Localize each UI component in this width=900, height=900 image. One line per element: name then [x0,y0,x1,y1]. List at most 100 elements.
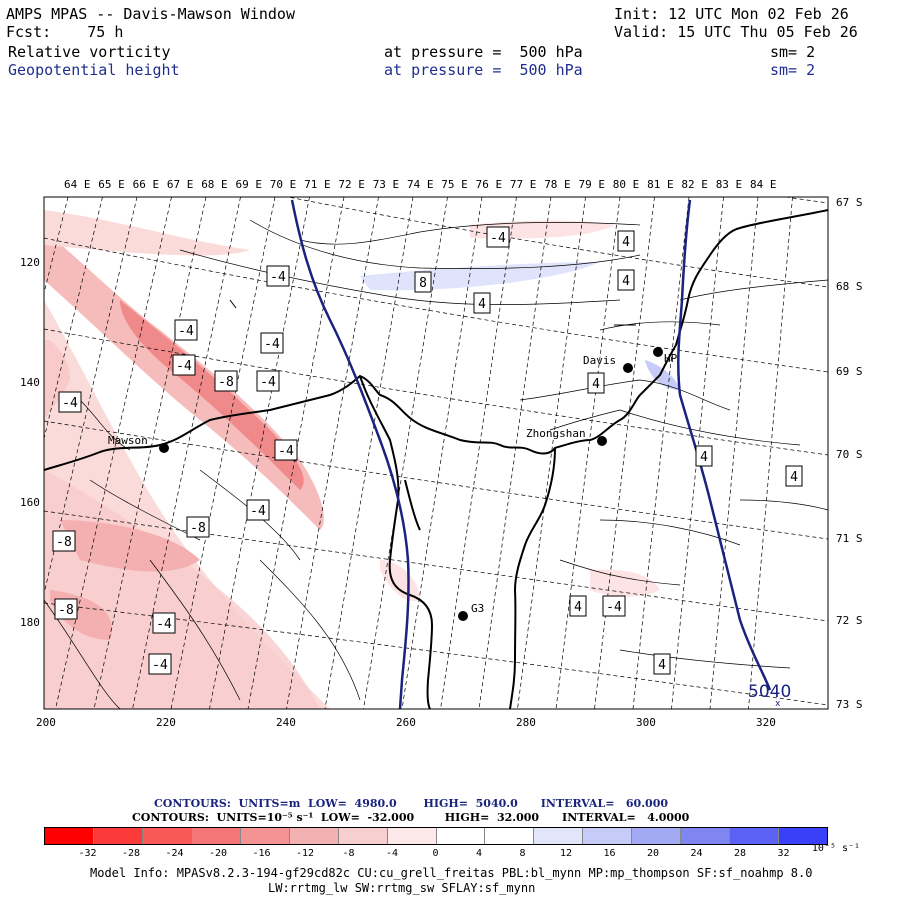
colorbar-swatch [191,828,241,844]
colorbar-tick-label: 4 [475,848,483,859]
colorbar-tick-label: -28 [121,848,141,859]
longitude-label: 65 E [98,178,125,191]
contour-label-text: -4 [270,270,286,285]
contour-label-box [569,595,587,617]
field1-smoothing: sm= 2 [770,43,816,61]
colorbar-tick-label: 0 [432,848,439,859]
longitude-label: 76 E [475,178,503,191]
contour-label-text: -4 [156,617,172,632]
contour-label-box [52,530,76,552]
contour-label-box [486,226,510,248]
contour-label-text: 4 [658,658,666,673]
colorbar-swatch [436,828,486,844]
colorbar-swatch [289,828,339,844]
contour-label-text: -4 [606,600,622,615]
parallel-line [286,197,828,288]
contour-label-text: 4 [574,600,582,615]
colorbar-tick-label: -24 [165,848,184,859]
longitude-label: 64 E [64,178,91,191]
contour-label-box [653,653,671,675]
contour-label-text: -8 [218,375,234,390]
contour-label-text: 4 [622,274,630,289]
colorbar-swatch [387,828,437,844]
contour-label-box [695,445,713,467]
contour-label-box [473,292,491,314]
colorbar-swatch [681,828,731,844]
contour-label-box [58,391,82,413]
x-tick-label: 320 [756,716,776,729]
x-tick-label: 280 [516,716,536,729]
colorbar-tick-label: -32 [78,848,97,859]
contour-label-text: 4 [622,235,630,250]
x-tick-label: 260 [396,716,416,729]
stations: Mawson Davis Zhongshan G3 HP [108,347,678,621]
y-tick-label: 160 [20,496,40,509]
station-label-hp: HP [664,352,678,365]
station-marker-g3 [458,611,468,621]
x-tick-label: 200 [36,716,56,729]
station-label-davis: Davis [583,354,616,367]
station-label-g3: G3 [471,602,484,615]
contour-label-box [260,332,284,354]
meridian-line [709,197,759,709]
contour-label-box [214,370,238,392]
colorbar-tick-label: 16 [603,848,616,859]
contour-label-box [785,465,803,487]
meridian-line [55,197,172,709]
valid-time: Valid: 15 UTC Thu 05 Feb 26 [614,23,858,41]
colorbar-units: 10⁻⁵ s⁻¹ [811,843,861,854]
contour-label-box [246,499,270,521]
colorbar-swatch [485,828,535,844]
contour-label-box [256,370,280,392]
colorbar-tick-label: -8 [342,848,355,859]
colorbar-swatch [534,828,584,844]
map-frame [43,196,829,710]
meridian-line [44,197,69,295]
colorbar-swatch [583,828,633,844]
parallel-line [783,197,828,204]
longitude-label: 83 E [715,178,743,191]
contour-label-text: -4 [490,231,506,246]
colorbar-tick-label: 28 [733,848,747,859]
colorbar-swatch [730,828,780,844]
forecast-hour: Fcst: 75 h [6,23,124,41]
contour-label-text: -4 [176,359,192,374]
latitude-label: 70 S [836,448,863,461]
parallel-line [44,328,828,456]
latitude-label: 71 S [836,532,863,545]
field1-name: Relative vorticity [8,43,171,61]
meridian-line [44,197,103,441]
latitude-label: 73 S [836,698,863,711]
colorbar-swatch [93,828,143,844]
colorbar-tick-label: 32 [777,848,790,859]
contour-label-box [266,265,290,287]
contour-label-text: 4 [790,470,798,485]
meridian-line [555,197,621,709]
meridian-line [93,197,207,709]
height-contour-marker: x [775,699,781,709]
parallel-line [44,602,828,706]
longitude-label: 70 E [269,178,297,191]
colorbar-swatch [338,828,388,844]
colorbar-tick-label: 12 [559,848,573,859]
y-tick-label: 140 [20,376,40,389]
longitude-label: 66 E [132,178,160,191]
longitude-label: 80 E [612,178,640,191]
field2-level: at pressure = 500 hPa [384,61,583,79]
plot-title: AMPS MPAS -- Davis-Mawson Window [6,5,295,23]
longitude-label: 73 E [372,178,400,191]
contour-label-box [54,598,78,620]
parallel-line [44,237,828,373]
colorbar-swatch [45,828,94,844]
contour-label-text: -4 [250,504,266,519]
longitude-label: 68 E [201,178,228,191]
meridian-line [478,197,552,709]
colorbar-swatch [240,828,290,844]
vorticity-contour-info: CONTOURS: UNITS=10⁻⁵ s⁻¹ LOW= -32.000 HI… [132,811,690,824]
longitude-label: 77 E [509,178,537,191]
meridian-line [440,197,517,709]
longitude-label: 75 E [441,178,468,191]
misc-features [229,299,636,326]
contour-label-box [602,595,626,617]
